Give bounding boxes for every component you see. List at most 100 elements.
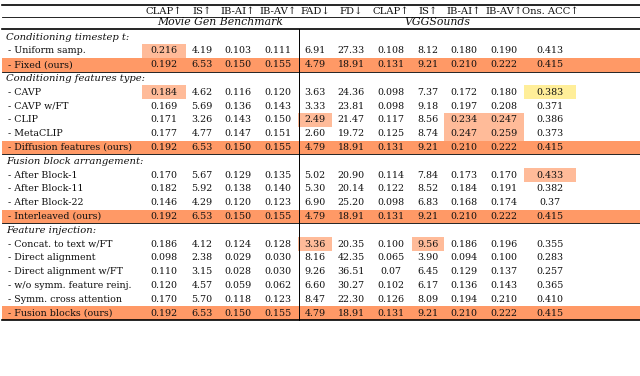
Text: 5.02: 5.02 (305, 170, 326, 179)
Text: 4.62: 4.62 (191, 88, 212, 97)
Text: 0.125: 0.125 (378, 129, 404, 138)
Text: 0.135: 0.135 (264, 170, 292, 179)
Text: 0.118: 0.118 (225, 295, 252, 304)
Bar (484, 113, 524, 127)
Bar (412, 237, 444, 251)
Text: 3.90: 3.90 (417, 253, 438, 262)
Text: 0.208: 0.208 (490, 102, 518, 111)
Text: 0.210: 0.210 (451, 60, 477, 69)
Text: - CLIP: - CLIP (8, 115, 38, 124)
Text: 0.190: 0.190 (490, 46, 518, 55)
Text: 0.143: 0.143 (264, 102, 292, 111)
Text: 0.197: 0.197 (451, 102, 477, 111)
Text: 23.81: 23.81 (337, 102, 365, 111)
Text: IB-AV↑: IB-AV↑ (259, 6, 296, 15)
Text: 3.15: 3.15 (191, 267, 212, 276)
Text: 36.51: 36.51 (337, 267, 365, 276)
Text: 8.74: 8.74 (417, 129, 438, 138)
Text: 0.170: 0.170 (490, 170, 518, 179)
Text: 0.222: 0.222 (490, 60, 518, 69)
Text: 0.131: 0.131 (378, 308, 404, 317)
Text: 0.147: 0.147 (225, 129, 252, 138)
Text: 0.222: 0.222 (490, 212, 518, 221)
Text: 4.29: 4.29 (191, 198, 212, 207)
Text: 0.100: 0.100 (378, 240, 404, 249)
Text: 4.57: 4.57 (191, 281, 212, 290)
Text: 0.120: 0.120 (225, 198, 252, 207)
Bar (524, 168, 576, 182)
Text: 3.36: 3.36 (304, 240, 326, 249)
Text: Movie Gen Benchmark: Movie Gen Benchmark (157, 17, 283, 27)
Text: 0.150: 0.150 (225, 143, 252, 152)
Text: 4.79: 4.79 (305, 308, 326, 317)
Text: 0.098: 0.098 (150, 253, 177, 262)
Bar (2, 141, 640, 154)
Text: 3.33: 3.33 (304, 102, 326, 111)
Text: 0.172: 0.172 (451, 88, 477, 97)
Text: 0.102: 0.102 (378, 281, 404, 290)
Text: 5.69: 5.69 (191, 102, 212, 111)
Text: 24.36: 24.36 (337, 88, 365, 97)
Text: 4.79: 4.79 (305, 143, 326, 152)
Text: 6.60: 6.60 (305, 281, 326, 290)
Text: 4.12: 4.12 (191, 240, 212, 249)
Text: 20.14: 20.14 (337, 184, 365, 193)
Text: 0.155: 0.155 (264, 212, 292, 221)
Bar (2, 209, 640, 223)
Text: IS↑: IS↑ (419, 6, 438, 15)
Bar (2, 306, 640, 320)
Text: IB-AI↑: IB-AI↑ (447, 6, 481, 15)
Text: 0.216: 0.216 (150, 46, 177, 55)
Text: 0.110: 0.110 (150, 267, 177, 276)
Text: 0.143: 0.143 (490, 281, 518, 290)
Text: 0.098: 0.098 (378, 102, 404, 111)
Text: 0.120: 0.120 (264, 88, 291, 97)
Text: 0.415: 0.415 (536, 308, 564, 317)
Text: 0.170: 0.170 (150, 295, 177, 304)
Text: 0.111: 0.111 (264, 46, 291, 55)
Text: 0.143: 0.143 (225, 115, 252, 124)
Text: 0.150: 0.150 (225, 212, 252, 221)
Text: IB-AI↑: IB-AI↑ (221, 6, 255, 15)
Text: 0.122: 0.122 (378, 184, 404, 193)
Text: 0.150: 0.150 (225, 308, 252, 317)
Text: Feature injection:: Feature injection: (6, 226, 96, 235)
Text: 0.030: 0.030 (264, 267, 292, 276)
Text: 0.126: 0.126 (378, 295, 404, 304)
Text: 0.433: 0.433 (536, 170, 564, 179)
Text: 0.234: 0.234 (451, 115, 477, 124)
Text: 27.33: 27.33 (337, 46, 365, 55)
Text: 0.114: 0.114 (378, 170, 404, 179)
Text: 0.136: 0.136 (225, 102, 252, 111)
Text: 0.365: 0.365 (536, 281, 564, 290)
Text: 0.155: 0.155 (264, 143, 292, 152)
Text: 0.210: 0.210 (451, 308, 477, 317)
Text: 0.180: 0.180 (451, 46, 477, 55)
Text: - After Block-11: - After Block-11 (8, 184, 83, 193)
Text: - Diffusion features (ours): - Diffusion features (ours) (8, 143, 132, 152)
Text: 0.129: 0.129 (451, 267, 477, 276)
Text: 0.059: 0.059 (225, 281, 252, 290)
Text: 0.386: 0.386 (536, 115, 564, 124)
Text: 0.129: 0.129 (225, 170, 252, 179)
Text: 6.53: 6.53 (191, 143, 212, 152)
Text: 0.186: 0.186 (150, 240, 177, 249)
Text: 5.30: 5.30 (305, 184, 326, 193)
Text: - Fixed (ours): - Fixed (ours) (8, 60, 73, 69)
Text: 0.170: 0.170 (150, 170, 177, 179)
Text: 0.028: 0.028 (225, 267, 252, 276)
Text: 0.194: 0.194 (451, 295, 477, 304)
Text: 4.77: 4.77 (191, 129, 212, 138)
Text: 6.83: 6.83 (417, 198, 438, 207)
Text: 0.37: 0.37 (540, 198, 561, 207)
Text: 0.150: 0.150 (264, 115, 292, 124)
Text: 0.117: 0.117 (378, 115, 404, 124)
Text: 0.131: 0.131 (378, 212, 404, 221)
Text: FAD↓: FAD↓ (300, 6, 330, 15)
Text: 0.098: 0.098 (378, 198, 404, 207)
Text: - Uniform samp.: - Uniform samp. (8, 46, 86, 55)
Text: 6.91: 6.91 (305, 46, 326, 55)
Text: 6.90: 6.90 (305, 198, 326, 207)
Bar (444, 127, 484, 141)
Text: 0.182: 0.182 (150, 184, 177, 193)
